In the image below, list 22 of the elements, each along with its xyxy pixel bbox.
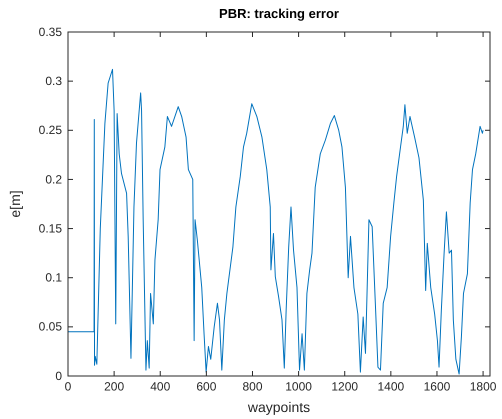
x-tick-label: 0 [64,380,72,394]
y-tick-label: 0 [55,368,62,383]
x-tick-label: 800 [242,380,263,394]
y-tick-label: 0.1 [45,270,62,285]
chart-title: PBR: tracking error [219,6,339,21]
x-tick-label: 1600 [424,380,451,394]
x-tick-label: 1400 [377,380,405,394]
x-axis-title: waypoints [246,399,310,415]
x-tick-label: 400 [150,380,171,394]
y-tick-label: 0.3 [45,74,62,88]
y-tick-label: 0.25 [38,123,62,138]
x-tick-label: 200 [104,380,124,394]
y-axis-title: e[m] [7,190,23,218]
line-series [68,68,484,375]
x-tick-label: 1000 [285,380,312,394]
y-tick-label: 0.35 [38,24,62,39]
x-tick-label: 600 [196,380,217,394]
y-tick-label: 0.15 [38,221,62,236]
y-tick-label: 0.2 [45,172,62,186]
y-tick-label: 0.05 [38,320,62,334]
x-tick-label: 1800 [470,380,497,394]
x-tick-label: 1200 [331,380,358,394]
